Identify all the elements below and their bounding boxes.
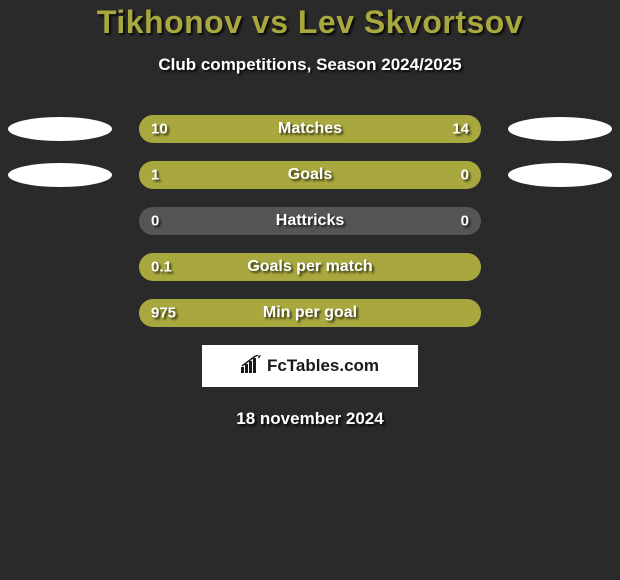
page-title: Tikhonov vs Lev Skvortsov <box>0 4 620 41</box>
stat-row: 1 0 Goals <box>0 161 620 189</box>
stat-row: 10 14 Matches <box>0 115 620 143</box>
stat-label: Goals per match <box>247 258 372 276</box>
stat-value-left: 1 <box>151 167 159 184</box>
bars-chart-icon <box>241 355 263 378</box>
player-right-marker <box>508 163 612 187</box>
stat-bar: 0.1 Goals per match <box>139 253 481 281</box>
stat-label: Min per goal <box>263 304 357 322</box>
stat-bar: 0 0 Hattricks <box>139 207 481 235</box>
stat-value-left: 0 <box>151 213 159 230</box>
stat-bar: 975 Min per goal <box>139 299 481 327</box>
stat-row: 0 0 Hattricks <box>0 207 620 235</box>
stat-label: Goals <box>288 166 332 184</box>
bar-segment-left <box>139 161 413 189</box>
player-left-marker <box>8 117 112 141</box>
stat-value-left: 10 <box>151 121 168 138</box>
stat-bar: 10 14 Matches <box>139 115 481 143</box>
bar-segment-right <box>413 161 481 189</box>
stat-row: 0.1 Goals per match <box>0 253 620 281</box>
player-left-marker <box>8 163 112 187</box>
stat-label: Hattricks <box>276 212 344 230</box>
stat-value-right: 14 <box>452 121 469 138</box>
subtitle: Club competitions, Season 2024/2025 <box>0 55 620 75</box>
player-right-marker <box>508 117 612 141</box>
logo-text: FcTables.com <box>267 356 379 376</box>
stat-value-right: 0 <box>461 213 469 230</box>
stat-row: 975 Min per goal <box>0 299 620 327</box>
stat-rows-container: 1014Matches10Goals00Hattricks0.1Goals pe… <box>0 115 620 327</box>
comparison-infographic: Tikhonov vs Lev Skvortsov Club competiti… <box>0 0 620 429</box>
logo: FcTables.com <box>241 355 379 378</box>
stat-value-right: 0 <box>461 167 469 184</box>
stat-label: Matches <box>278 120 342 138</box>
date-line: 18 november 2024 <box>0 409 620 429</box>
stat-bar: 1 0 Goals <box>139 161 481 189</box>
stat-value-left: 0.1 <box>151 259 172 276</box>
stat-value-left: 975 <box>151 305 176 322</box>
logo-box: FcTables.com <box>202 345 418 387</box>
